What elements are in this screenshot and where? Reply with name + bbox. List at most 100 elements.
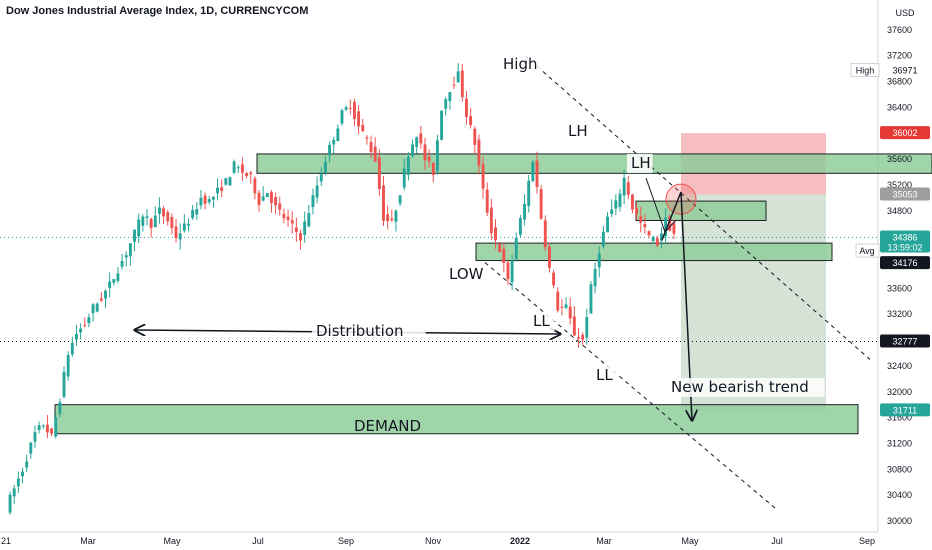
candle-body xyxy=(365,137,369,139)
label-distribution: Distribution xyxy=(316,322,404,340)
candle-body xyxy=(423,144,427,161)
candle-body xyxy=(33,432,37,442)
candle-body xyxy=(336,128,340,141)
candle-body xyxy=(257,192,261,205)
price-tick: 32000 xyxy=(887,387,912,397)
candle-body xyxy=(145,216,149,219)
candle-body xyxy=(456,71,460,83)
chart-title: Dow Jones Industrial Average Index, 1D, … xyxy=(6,5,309,17)
target-price-tag: 31711 xyxy=(893,405,917,415)
candle-body xyxy=(261,196,265,201)
candle-body xyxy=(489,207,493,234)
candle-body xyxy=(606,216,609,233)
candle-body xyxy=(394,210,398,222)
candle-body xyxy=(37,425,41,431)
candle-body xyxy=(622,177,626,196)
candle-body xyxy=(473,128,477,145)
candle-body xyxy=(452,84,456,86)
candle-body xyxy=(668,216,672,231)
candle-body xyxy=(411,144,414,156)
candle-body xyxy=(523,203,527,220)
candle-body xyxy=(157,207,161,214)
swing-line xyxy=(645,177,677,233)
candle-body xyxy=(303,221,307,235)
candle-body xyxy=(191,209,195,219)
candle-body xyxy=(581,334,585,340)
candle-body xyxy=(535,160,539,187)
price-tick: 33600 xyxy=(887,283,912,293)
candle-body xyxy=(50,428,54,434)
candle-body xyxy=(79,328,83,333)
label-high: High xyxy=(503,55,537,73)
candle-body xyxy=(319,174,323,182)
candle-body xyxy=(211,196,215,200)
candle-body xyxy=(236,167,240,169)
candle-body xyxy=(427,156,431,162)
candle-body xyxy=(386,214,390,222)
candle-body xyxy=(344,107,348,110)
candle-body xyxy=(290,220,294,224)
price-tick: 35200 xyxy=(887,180,912,190)
candle-body xyxy=(25,461,29,468)
candle-body xyxy=(270,192,273,204)
candle-body xyxy=(216,187,219,194)
candle-body xyxy=(70,342,74,355)
candle-body xyxy=(91,304,95,314)
candle-body xyxy=(45,424,49,433)
candle-body xyxy=(465,98,468,117)
candle-body xyxy=(207,199,211,203)
candle-body xyxy=(311,195,315,208)
candle-body xyxy=(133,229,136,242)
candle-body xyxy=(647,231,651,236)
candle-body xyxy=(556,291,560,311)
candle-body xyxy=(16,478,20,487)
candle-body xyxy=(315,185,319,198)
label-lh-1-bg xyxy=(564,122,590,141)
candle-body xyxy=(431,162,435,175)
candle-body xyxy=(182,223,186,231)
candle-body xyxy=(672,222,676,234)
candle-body xyxy=(8,494,12,513)
candle-body xyxy=(332,139,336,145)
time-tick: Sep xyxy=(859,536,875,546)
last-price-tag: 34386 xyxy=(892,233,917,243)
candle-body xyxy=(153,215,157,228)
candle-body xyxy=(390,218,394,221)
price-axis-panel xyxy=(878,0,932,550)
candle-body xyxy=(62,371,66,397)
stop-price-tag: 36002 xyxy=(892,128,917,138)
candle-body xyxy=(352,101,356,119)
candle-body xyxy=(141,216,145,226)
candle-body xyxy=(278,203,282,210)
price-tick: 33200 xyxy=(887,309,912,319)
candle-body xyxy=(460,70,464,98)
demand-zone xyxy=(54,404,859,435)
label-low: LOW xyxy=(449,265,484,283)
candle-body xyxy=(203,195,207,204)
candle-body xyxy=(572,316,576,336)
candle-body xyxy=(510,260,514,283)
candle-body xyxy=(294,227,298,232)
label-new-bearish-trend-bg xyxy=(667,378,825,397)
time-tick: 2022 xyxy=(510,536,530,546)
price-tick: 37200 xyxy=(887,51,912,61)
candle-body xyxy=(415,137,419,147)
bearish-projection-arrow xyxy=(661,191,692,420)
label-demand: DEMAND xyxy=(354,417,421,435)
candle-body xyxy=(240,164,244,173)
candle-body xyxy=(66,354,70,377)
high-tag-bg xyxy=(850,62,880,77)
candle-body xyxy=(402,168,406,188)
high-price-tag: 36971 xyxy=(892,65,917,75)
candle-body xyxy=(655,238,659,246)
candle-body xyxy=(502,248,506,263)
candle-body xyxy=(643,224,647,228)
candle-body xyxy=(406,156,410,175)
candle-body xyxy=(124,255,128,258)
candle-body xyxy=(328,144,332,156)
candle-body xyxy=(543,220,547,248)
label-distribution-bg xyxy=(312,322,426,341)
avg-tag-bg xyxy=(855,243,880,258)
